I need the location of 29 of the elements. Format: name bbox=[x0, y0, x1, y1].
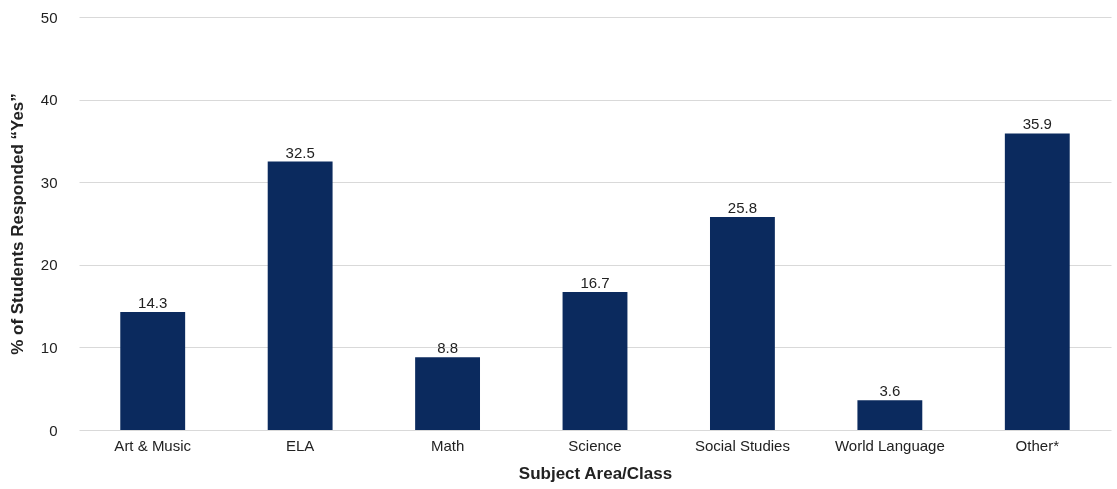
x-tick-label: Social Studies bbox=[694, 436, 790, 454]
x-axis-title: Subject Area/Class bbox=[518, 463, 673, 483]
y-tick-label: 20 bbox=[40, 256, 58, 274]
bar bbox=[857, 400, 923, 430]
y-tick-label: 40 bbox=[40, 91, 58, 109]
data-label: 8.8 bbox=[437, 339, 458, 357]
x-tick-label: ELA bbox=[285, 436, 315, 454]
y-axis-title: % of Students Responded “Yes” bbox=[7, 93, 27, 355]
y-tick-label: 0 bbox=[49, 421, 58, 439]
bar bbox=[1004, 133, 1070, 430]
x-tick-label: Math bbox=[430, 436, 465, 454]
bar bbox=[709, 216, 775, 430]
bar bbox=[120, 311, 186, 430]
x-tick-label: Art & Music bbox=[114, 436, 192, 454]
data-label: 32.5 bbox=[285, 143, 315, 161]
bar bbox=[267, 161, 333, 430]
x-tick-label: World Language bbox=[834, 436, 945, 454]
data-label: 25.8 bbox=[727, 198, 758, 216]
data-label: 16.7 bbox=[580, 274, 610, 292]
data-label: 3.6 bbox=[879, 382, 901, 400]
y-tick-label: 30 bbox=[40, 173, 58, 191]
y-tick-label: 10 bbox=[40, 338, 58, 356]
bar bbox=[562, 292, 628, 430]
x-tick-label: Science bbox=[568, 436, 622, 454]
data-label: 14.3 bbox=[138, 293, 168, 311]
data-label: 35.9 bbox=[1022, 115, 1052, 133]
x-tick-label: Other* bbox=[1015, 436, 1060, 454]
y-tick-label: 50 bbox=[40, 8, 58, 26]
bar bbox=[415, 357, 481, 430]
